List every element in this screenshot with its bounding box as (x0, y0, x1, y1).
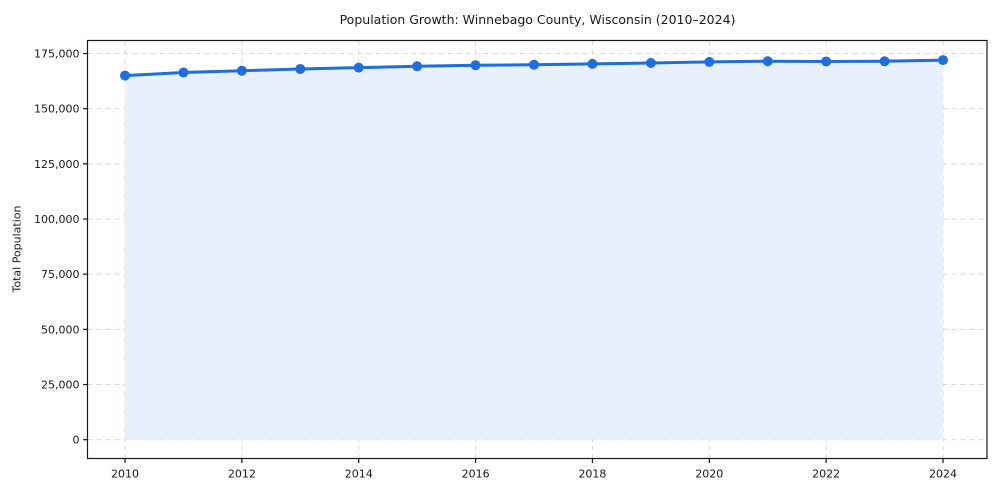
x-tick-label: 2020 (695, 468, 723, 481)
y-tick-label: 150,000 (34, 103, 80, 116)
x-tick-label: 2014 (345, 468, 373, 481)
x-tick-label: 2024 (929, 468, 957, 481)
data-point-marker (879, 56, 890, 67)
x-tick-label: 2018 (578, 468, 606, 481)
y-tick-label: 75,000 (41, 268, 80, 281)
data-point-marker (353, 62, 364, 73)
x-tick-label: 2012 (228, 468, 256, 481)
plot-border (86, 39, 988, 460)
series-area-fill (125, 60, 944, 440)
data-point-marker (236, 65, 247, 76)
y-tick-label: 100,000 (34, 213, 80, 226)
data-point-marker (529, 59, 540, 70)
y-tick-label: 50,000 (41, 323, 80, 336)
x-tick-label: 2010 (111, 468, 139, 481)
data-point-marker (704, 56, 715, 67)
x-tick-label: 2022 (812, 468, 840, 481)
data-point-marker (938, 55, 949, 66)
y-tick-label: 0 (73, 434, 80, 447)
data-point-marker (178, 67, 189, 78)
chart-title: Population Growth: Winnebago County, Wis… (339, 12, 736, 27)
data-point-marker (821, 56, 832, 67)
y-tick-label: 25,000 (41, 379, 80, 392)
data-point-marker (645, 57, 656, 68)
x-tick-label: 2016 (462, 468, 490, 481)
data-point-marker (470, 60, 481, 71)
y-tick-label: 125,000 (34, 158, 80, 171)
data-point-marker (412, 61, 423, 72)
data-point-marker (120, 70, 130, 81)
data-point-marker (762, 56, 773, 67)
data-point-marker (295, 63, 306, 74)
data-point-marker (587, 58, 598, 69)
y-axis-label: Total Population (10, 205, 24, 293)
y-tick-label: 175,000 (34, 48, 80, 61)
